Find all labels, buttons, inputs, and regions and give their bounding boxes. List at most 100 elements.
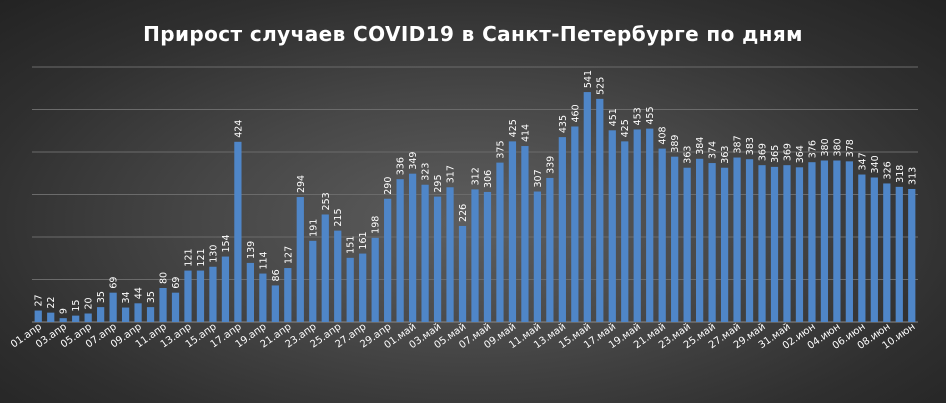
bar (159, 288, 167, 322)
data-label: 290 (383, 177, 394, 195)
bar (246, 262, 254, 322)
bar (558, 137, 566, 322)
data-label: 198 (371, 216, 382, 234)
chart-title: Прирост случаев COVID19 в Санкт-Петербур… (143, 22, 803, 46)
data-label: 69 (171, 277, 182, 289)
data-label: 369 (782, 143, 793, 161)
data-label: 80 (159, 272, 170, 284)
bar (571, 126, 579, 322)
bar (633, 129, 641, 322)
data-label: 425 (508, 119, 519, 137)
data-label: 306 (483, 170, 494, 188)
bar (471, 189, 479, 322)
data-label: 312 (471, 167, 482, 185)
data-label: 44 (134, 287, 145, 299)
bar (84, 313, 92, 322)
bar (171, 292, 180, 322)
bar (221, 256, 230, 322)
data-label: 121 (183, 248, 194, 266)
data-label: 294 (296, 175, 307, 193)
bar (121, 307, 130, 322)
data-label: 364 (795, 145, 806, 163)
data-label: 121 (196, 248, 207, 266)
bar (384, 198, 392, 322)
bar (284, 268, 292, 322)
data-label: 69 (109, 277, 120, 289)
bar (271, 285, 279, 322)
data-label: 154 (221, 234, 232, 252)
bar (621, 141, 629, 322)
data-label: 336 (396, 157, 407, 175)
bar (134, 303, 142, 322)
data-label: 139 (246, 241, 257, 259)
bar (371, 237, 379, 322)
data-label: 127 (283, 246, 294, 264)
data-label: 317 (446, 165, 457, 183)
bar (533, 191, 542, 322)
data-label: 414 (520, 124, 531, 142)
bar (34, 310, 42, 322)
bar (396, 179, 404, 322)
bar (696, 158, 704, 322)
bar (820, 160, 829, 322)
data-label: 425 (620, 119, 631, 137)
data-label: 151 (346, 236, 357, 254)
data-label: 326 (882, 161, 893, 179)
data-label: 374 (708, 141, 719, 159)
data-label: 384 (695, 137, 706, 155)
data-label: 27 (34, 294, 45, 306)
data-label: 307 (533, 169, 544, 187)
data-label: 161 (358, 231, 369, 249)
bar (596, 98, 604, 322)
data-label: 339 (545, 156, 556, 174)
data-label: 35 (146, 291, 157, 303)
data-label: 455 (645, 106, 656, 124)
data-label: 20 (84, 297, 95, 309)
data-label: 323 (421, 163, 432, 181)
bar (109, 292, 117, 322)
bar (59, 318, 67, 322)
bar (646, 128, 654, 322)
data-label: 313 (907, 167, 918, 185)
bar (72, 315, 80, 322)
data-label: 191 (308, 219, 319, 237)
data-label: 451 (608, 108, 619, 126)
data-label: 318 (895, 165, 906, 183)
data-label: 460 (570, 104, 581, 122)
bar (708, 163, 716, 322)
bar (321, 214, 329, 322)
bar (833, 160, 841, 322)
bar (671, 156, 679, 322)
bar (770, 166, 779, 322)
data-label: 363 (683, 146, 694, 164)
bar (795, 167, 804, 322)
data-label: 253 (321, 192, 332, 210)
data-label: 375 (495, 140, 506, 158)
bar (658, 148, 666, 322)
bar (883, 183, 891, 322)
bar (683, 167, 691, 322)
bar (146, 307, 155, 322)
bar (309, 240, 317, 322)
bar (359, 253, 367, 322)
bar (758, 165, 766, 322)
bar (483, 191, 492, 322)
bar (496, 162, 504, 322)
data-label: 15 (71, 300, 82, 312)
bar (421, 184, 429, 322)
bar (446, 187, 454, 322)
bar (908, 188, 916, 322)
bar (521, 146, 529, 322)
data-label: 9 (59, 308, 70, 314)
bar (47, 312, 55, 322)
bar (895, 186, 903, 322)
data-label: 541 (583, 70, 594, 88)
data-label: 435 (558, 115, 569, 133)
data-label: 347 (857, 152, 868, 170)
bar (783, 165, 791, 322)
bar (583, 92, 591, 322)
bar (458, 225, 467, 322)
bar (334, 230, 342, 322)
